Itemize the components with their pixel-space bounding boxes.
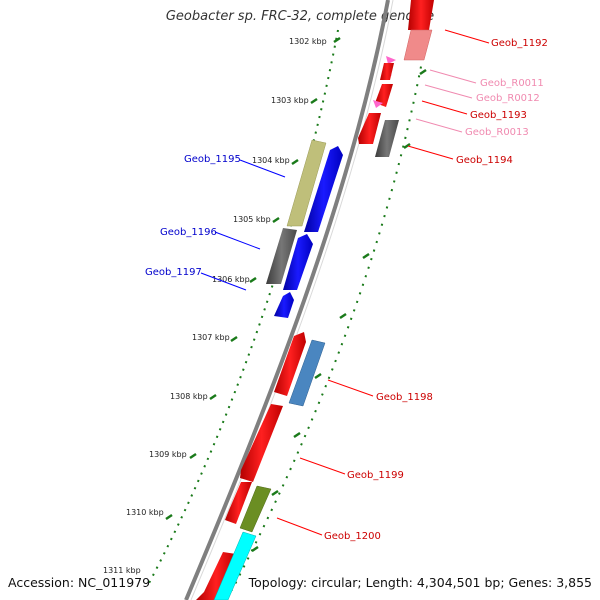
kbp-label-1302: 1302 kbp xyxy=(289,37,327,46)
gene-small-red-1[interactable] xyxy=(380,63,394,80)
leader-geob-1198 xyxy=(327,379,374,397)
accession-text: Accession: NC_011979 xyxy=(8,575,151,590)
leader-geob-r0013 xyxy=(415,118,463,133)
gene-geob-1199[interactable] xyxy=(240,404,283,482)
gene-red-bottom[interactable] xyxy=(196,552,236,600)
leader-geob-1192 xyxy=(444,29,490,44)
gene-geob-1196[interactable] xyxy=(266,228,297,284)
kbp-label-1303: 1303 kbp xyxy=(271,96,309,105)
gene-red-1310[interactable] xyxy=(225,482,252,524)
leader-geob-1196 xyxy=(214,231,261,250)
gene-geob-1194[interactable] xyxy=(375,120,399,157)
label-geob-1199[interactable]: Geob_1199 xyxy=(347,470,404,481)
kbp-label-1307: 1307 kbp xyxy=(192,333,230,342)
gene-red-near-1194[interactable] xyxy=(358,113,381,144)
gene-geob-1192[interactable] xyxy=(403,29,433,61)
gene-geob-1192-top[interactable] xyxy=(408,0,434,30)
leader-geob-1199 xyxy=(299,457,346,475)
gene-geob-1193[interactable] xyxy=(375,84,393,107)
gene-geob-1195[interactable] xyxy=(286,139,327,227)
kbp-label-1306: 1306 kbp xyxy=(212,275,250,284)
gene-blue-2[interactable] xyxy=(283,234,313,290)
kbp-label-1311: 1311 kbp xyxy=(103,566,141,575)
label-geob-1200[interactable]: Geob_1200 xyxy=(324,531,381,542)
gene-geob-r0013[interactable] xyxy=(373,100,383,108)
leader-geob-1200 xyxy=(276,517,323,536)
leader-geob-r0012 xyxy=(424,84,473,99)
gene-red-1307[interactable] xyxy=(274,332,306,396)
gene-geob-1197[interactable] xyxy=(274,292,294,318)
topology-text: Topology: circular; Length: 4,304,501 bp… xyxy=(248,575,592,590)
genome-backbone-highlight xyxy=(190,0,394,600)
gene-geob-1200[interactable] xyxy=(239,485,272,533)
kbp-label-1305: 1305 kbp xyxy=(233,215,271,224)
label-geob-1195[interactable]: Geob_1195 xyxy=(184,154,241,165)
label-geob-1192[interactable]: Geob_1192 xyxy=(491,38,548,49)
leader-geob-r0011 xyxy=(429,69,477,84)
label-geob-1197[interactable]: Geob_1197 xyxy=(145,267,202,278)
tick-track-outer xyxy=(147,29,339,586)
leader-geob-1197 xyxy=(200,272,247,291)
leader-geob-1195 xyxy=(239,159,286,178)
leader-geob-1194 xyxy=(407,145,454,160)
label-geob-r0011[interactable]: Geob_R0011 xyxy=(480,78,544,89)
map-title: Geobacter sp. FRC-32, complete genome xyxy=(165,9,435,24)
label-geob-r0013[interactable]: Geob_R0013 xyxy=(465,127,529,138)
major-ticks xyxy=(165,36,427,553)
label-geob-1194[interactable]: Geob_1194 xyxy=(456,155,513,166)
kbp-label-1309: 1309 kbp xyxy=(149,450,187,459)
kbp-label-1304: 1304 kbp xyxy=(252,156,290,165)
gene-blue-1[interactable] xyxy=(304,146,343,232)
genome-backbone xyxy=(184,0,390,600)
label-geob-r0012[interactable]: Geob_R0012 xyxy=(476,93,540,104)
gene-geob-r0011[interactable] xyxy=(386,56,396,64)
gene-geob-1198[interactable] xyxy=(288,339,326,407)
kbp-label-1310: 1310 kbp xyxy=(126,508,164,517)
tick-track-inner xyxy=(231,39,427,591)
kbp-label-1308: 1308 kbp xyxy=(170,392,208,401)
leader-geob-1193 xyxy=(421,100,468,115)
label-geob-1196[interactable]: Geob_1196 xyxy=(160,227,217,238)
label-geob-1198[interactable]: Geob_1198 xyxy=(376,392,433,403)
label-geob-1193[interactable]: Geob_1193 xyxy=(470,110,527,121)
gene-cyan-bottom[interactable] xyxy=(213,531,257,600)
